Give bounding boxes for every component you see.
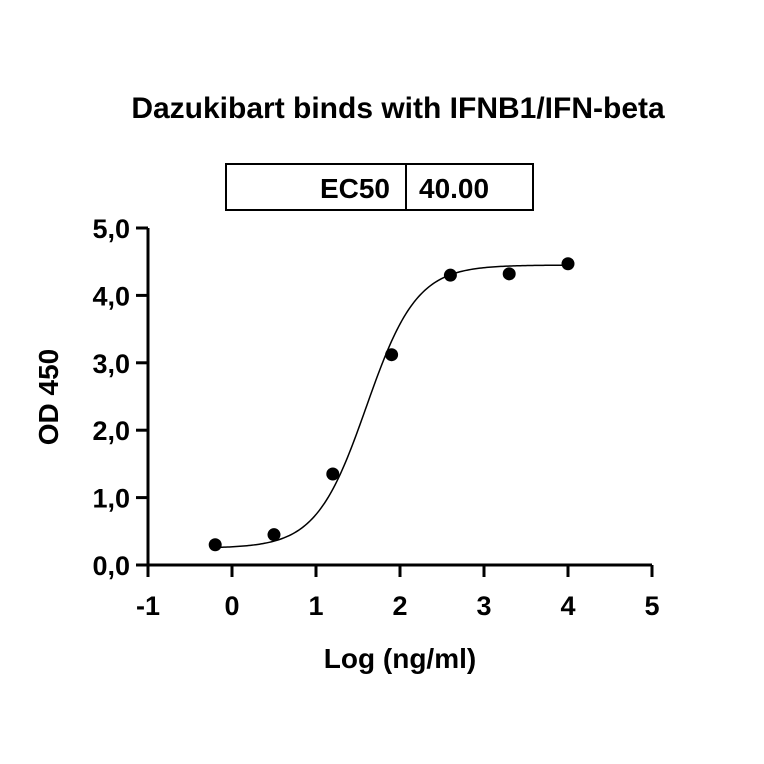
x-tick-label: 2 <box>392 591 407 621</box>
data-point <box>385 348 399 362</box>
y-tick-label: 2,0 <box>92 416 130 446</box>
ec50-label: EC50 <box>320 173 390 204</box>
data-point <box>267 528 281 542</box>
data-point <box>443 268 457 282</box>
y-tick-label: 3,0 <box>92 349 130 379</box>
x-tick-label: 5 <box>644 591 659 621</box>
y-tick-label: 1,0 <box>92 484 130 514</box>
ec50-table-border <box>225 163 534 211</box>
data-point <box>326 467 340 481</box>
data-point <box>208 538 222 552</box>
data-point <box>561 257 575 271</box>
data-point <box>502 267 516 281</box>
fit-curve <box>215 264 569 549</box>
x-tick-label: -1 <box>136 591 160 621</box>
ticks: -1 0 1 2 3 4 5 0,0 1,0 2,0 3,0 4,0 5,0 <box>92 214 659 621</box>
x-tick-label: 1 <box>308 591 323 621</box>
axes <box>138 228 652 575</box>
x-axis-title: Log (ng/ml) <box>324 643 476 674</box>
data-points <box>208 257 575 552</box>
y-axis-title: OD 450 <box>33 349 64 446</box>
x-tick-label: 3 <box>476 591 491 621</box>
ec50-value: 40.00 <box>419 173 489 204</box>
x-tick-label: 0 <box>224 591 239 621</box>
ec50-table: EC50 40.00 <box>225 163 534 211</box>
y-tick-label: 4,0 <box>92 281 130 311</box>
chart-title: Dazukibart binds with IFNB1/IFN-beta <box>131 92 665 125</box>
x-tick-label: 4 <box>560 591 575 621</box>
y-tick-label: 5,0 <box>92 214 130 244</box>
y-tick-label: 0,0 <box>92 551 130 581</box>
